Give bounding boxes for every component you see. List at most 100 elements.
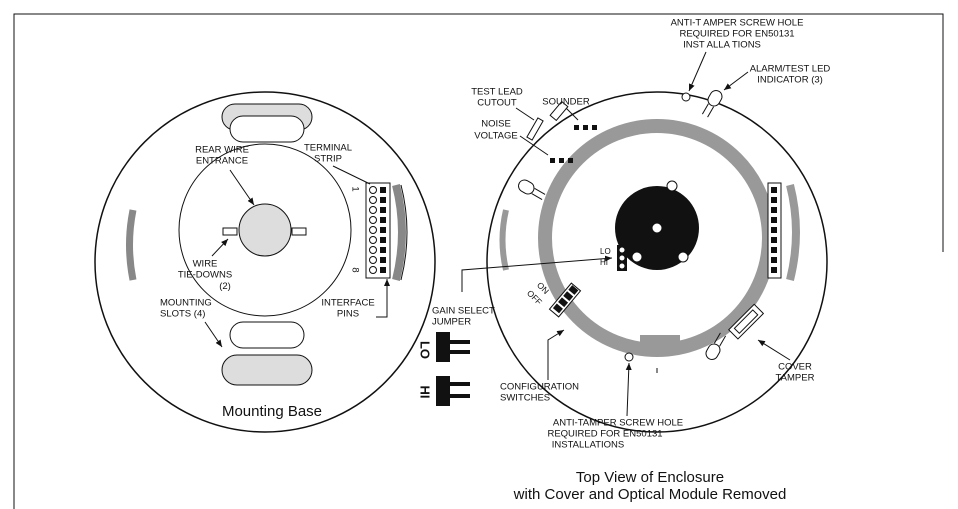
shape xyxy=(583,125,588,130)
shape xyxy=(771,257,777,263)
shape xyxy=(380,207,386,213)
shape xyxy=(450,340,470,344)
label: INDICATOR (3) xyxy=(757,75,823,86)
shape xyxy=(370,187,377,194)
caption: with Cover and Optical Module Removed xyxy=(513,486,787,503)
shape xyxy=(450,382,470,386)
shape xyxy=(503,210,507,270)
diagram: REAR WIRE ENTRANCE TERMINAL STRIP 1 8 WI… xyxy=(0,0,958,509)
label: HI xyxy=(600,258,608,267)
shape xyxy=(230,322,304,348)
shape xyxy=(724,72,748,90)
shape xyxy=(568,158,573,163)
shape xyxy=(771,267,777,273)
label: PINS xyxy=(337,309,359,320)
label: REQUIRED FOR EN50131 xyxy=(679,29,794,40)
shape xyxy=(771,197,777,203)
label: TERMINAL xyxy=(304,143,352,154)
shape xyxy=(638,123,678,133)
shape xyxy=(130,210,134,280)
shape xyxy=(370,207,377,214)
shape xyxy=(380,237,386,243)
shape xyxy=(370,257,377,264)
shape xyxy=(678,252,688,262)
label: SWITCHES xyxy=(500,393,550,404)
shape xyxy=(682,93,690,101)
terminal-number: 1 xyxy=(349,186,360,191)
shape xyxy=(370,217,377,224)
terminal-number: 8 xyxy=(349,267,360,272)
shape xyxy=(771,217,777,223)
label: CONFIGURATION xyxy=(500,382,579,393)
label: CUTOUT xyxy=(477,98,517,109)
label: HI xyxy=(418,386,433,399)
label: WIRE xyxy=(193,259,218,270)
shape xyxy=(516,108,534,120)
label: GAIN SELECT xyxy=(432,306,495,317)
label: (2) xyxy=(219,281,231,292)
shape xyxy=(632,252,642,262)
shape xyxy=(450,350,470,354)
label: LO xyxy=(418,341,433,359)
shape xyxy=(592,125,597,130)
shape xyxy=(559,158,564,163)
group xyxy=(771,187,777,273)
label: INSTALLATIONS xyxy=(552,440,625,451)
shape xyxy=(574,125,579,130)
label: ANTI-T AMPER SCREW HOLE xyxy=(671,18,804,29)
shape xyxy=(292,228,306,235)
shape xyxy=(370,247,377,254)
label: TEST LEAD xyxy=(471,87,523,98)
shape xyxy=(620,264,625,269)
shape xyxy=(380,267,386,273)
shape xyxy=(620,248,625,253)
shape xyxy=(771,227,777,233)
label: (2) xyxy=(219,281,231,292)
label: INTERFACE xyxy=(321,298,374,309)
group: LO HI ON OFF ANTI-T AMPER SCREW HOLE REQ… xyxy=(418,18,831,503)
shape xyxy=(370,237,377,244)
shape xyxy=(689,52,706,91)
shape xyxy=(771,187,777,193)
shape xyxy=(380,187,386,193)
shape xyxy=(239,204,291,256)
label: COVER xyxy=(778,362,812,373)
caption: Top View of Enclosure xyxy=(576,469,724,486)
shape xyxy=(223,228,237,235)
shape xyxy=(771,247,777,253)
label: VOLTAGE xyxy=(474,131,517,142)
shape xyxy=(640,335,680,343)
label: LO xyxy=(600,247,611,256)
group xyxy=(380,187,386,273)
shape xyxy=(380,197,386,203)
shape xyxy=(625,353,633,361)
shape xyxy=(450,394,470,398)
label: JUMPER xyxy=(432,317,471,328)
shape xyxy=(380,247,386,253)
shape xyxy=(370,267,377,274)
shape xyxy=(771,207,777,213)
shape xyxy=(380,257,386,263)
shape xyxy=(370,227,377,234)
shape xyxy=(370,197,377,204)
shape xyxy=(222,355,312,385)
shape xyxy=(230,116,304,142)
shape xyxy=(527,118,543,140)
label: TIE-DOWNS xyxy=(178,270,232,281)
label: REAR WIRE xyxy=(195,145,249,156)
shape xyxy=(436,376,450,406)
label: STRIP xyxy=(314,154,342,165)
group xyxy=(370,187,377,274)
group: REAR WIRE ENTRANCE TERMINAL STRIP 1 8 WI… xyxy=(95,92,435,432)
shape xyxy=(771,237,777,243)
label: TAMPER xyxy=(776,373,815,384)
label: SOUNDER xyxy=(542,97,590,108)
label: NOISE xyxy=(481,119,511,130)
shape xyxy=(620,256,625,261)
shape xyxy=(550,158,555,163)
label: ALARM/TEST LED xyxy=(750,64,831,75)
label: MOUNTING xyxy=(160,298,212,309)
shape xyxy=(380,217,386,223)
label: ENTRANCE xyxy=(196,156,248,167)
label: INST ALLA TIONS xyxy=(683,40,761,51)
